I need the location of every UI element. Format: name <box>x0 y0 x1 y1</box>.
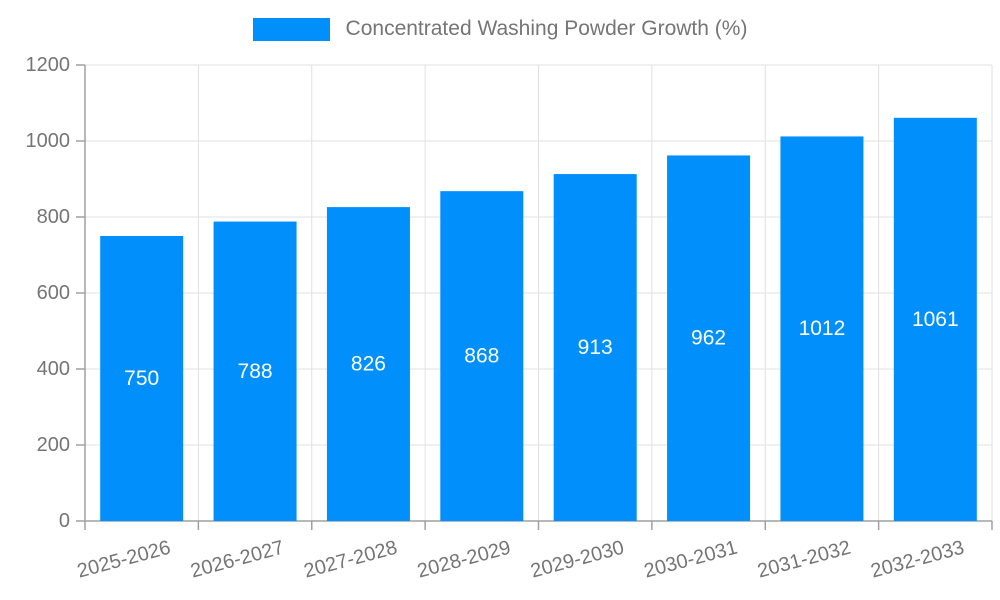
bar <box>213 221 297 521</box>
y-tick-label: 600 <box>37 282 70 304</box>
y-tick-label: 1200 <box>26 54 71 76</box>
bar <box>667 155 751 521</box>
bar <box>326 207 410 521</box>
bar-value-label: 1012 <box>799 317 846 340</box>
y-tick-label: 800 <box>37 206 70 228</box>
bar-value-label: 868 <box>464 345 499 368</box>
y-tick-label: 400 <box>37 358 70 380</box>
bar-value-label: 1061 <box>912 308 959 331</box>
y-tick-label: 200 <box>37 434 70 456</box>
x-tick-label: 2025-2026 <box>75 537 173 583</box>
bar-value-label: 962 <box>691 327 726 350</box>
bar <box>780 136 864 521</box>
x-tick-label: 2029-2030 <box>528 537 626 583</box>
bar <box>100 236 184 521</box>
bar-value-label: 913 <box>578 336 613 359</box>
bar-value-label: 788 <box>238 360 273 383</box>
x-tick-label: 2028-2029 <box>415 537 513 583</box>
y-tick-label: 0 <box>59 510 70 532</box>
x-tick-label: 2030-2031 <box>642 537 740 583</box>
bar <box>553 174 637 521</box>
bar <box>893 117 977 521</box>
y-tick-label: 1000 <box>26 130 71 152</box>
legend-swatch <box>252 17 330 41</box>
legend-label: Concentrated Washing Powder Growth (%) <box>345 17 748 40</box>
bar-value-label: 750 <box>124 367 159 390</box>
bar <box>440 191 524 521</box>
legend: Concentrated Washing Powder Growth (%) <box>0 17 1000 41</box>
x-tick-label: 2031-2032 <box>755 537 853 583</box>
x-tick-label: 2027-2028 <box>302 537 400 583</box>
bar-value-label: 826 <box>351 353 386 376</box>
x-tick-label: 2032-2033 <box>869 537 967 583</box>
x-tick-label: 2026-2027 <box>188 537 286 583</box>
